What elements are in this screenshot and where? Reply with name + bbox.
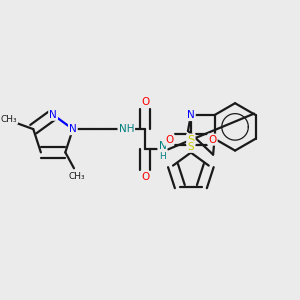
Text: H: H <box>159 152 166 161</box>
Text: N: N <box>69 124 77 134</box>
Text: N: N <box>158 141 166 151</box>
Text: O: O <box>141 97 149 107</box>
Text: O: O <box>208 135 217 145</box>
Text: N: N <box>187 110 195 120</box>
Text: S: S <box>187 135 194 145</box>
Text: O: O <box>165 135 173 145</box>
Text: NH: NH <box>118 124 134 134</box>
Text: CH₃: CH₃ <box>68 172 85 182</box>
Text: CH₃: CH₃ <box>0 115 17 124</box>
Text: S: S <box>188 142 194 152</box>
Text: N: N <box>49 110 57 120</box>
Text: O: O <box>141 172 149 182</box>
